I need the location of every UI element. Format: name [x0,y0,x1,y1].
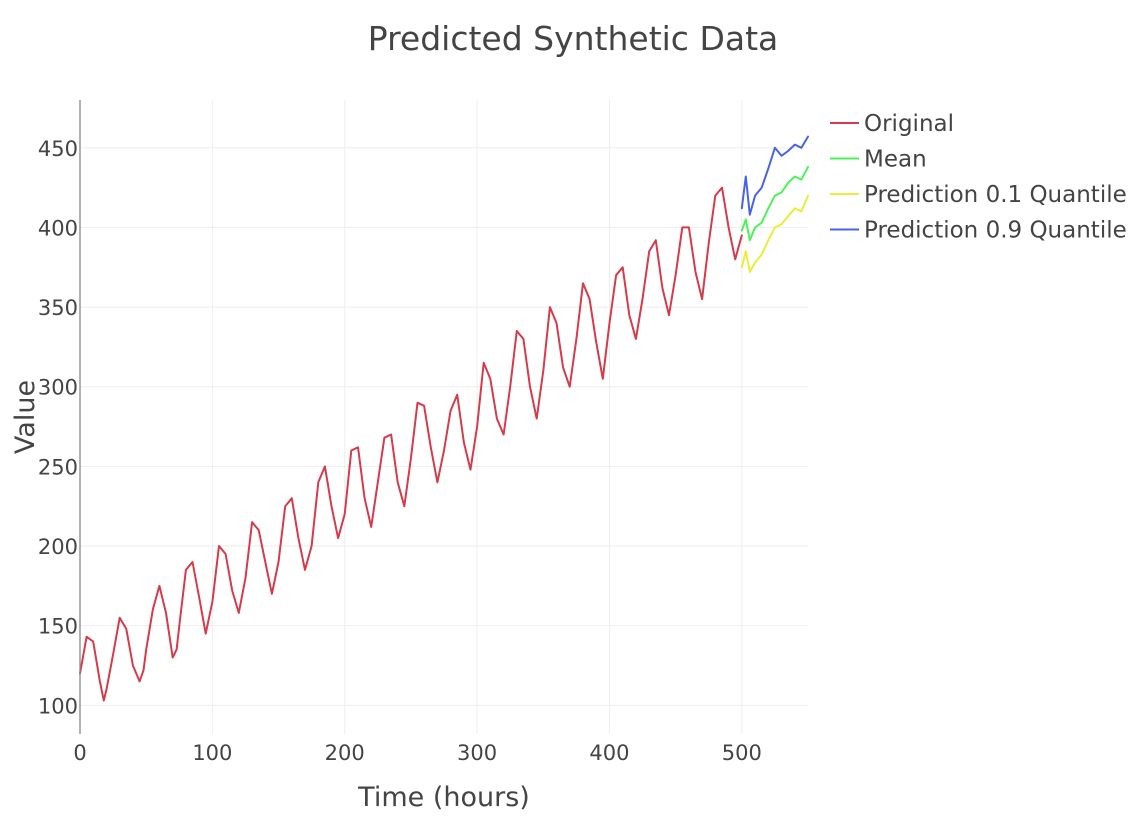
x-tick-label: 100 [192,741,232,765]
legend-label: Mean [864,147,927,173]
grid-lines [80,100,808,734]
x-tick-label: 300 [457,741,497,765]
legend-label: Original [864,111,954,137]
tick-labels: 100 150 200 250 300 350 400 450 0 100 200 300 400 500 [38,137,762,765]
legend-label: Prediction 0.9 Quantile [864,218,1127,244]
y-tick-label: 200 [38,535,78,559]
y-tick-label: 400 [38,216,78,240]
series-line-prediction-0-1-quantile [740,194,809,273]
y-axis-title: Value [10,380,41,454]
series-line-prediction-0-9-quantile [740,135,809,216]
y-tick-label: 350 [38,296,78,320]
x-tick-label: 500 [722,741,762,765]
series-lines [79,135,809,702]
legend: Original Mean Prediction 0.1 Quantile Predi… [830,111,1127,244]
y-tick-label: 150 [38,615,78,639]
y-tick-label: 100 [38,694,78,718]
chart-title: Predicted Synthetic Data [368,19,779,58]
series-line-mean [740,165,809,242]
y-tick-label: 450 [38,137,78,161]
x-tick-label: 200 [325,741,365,765]
legend-item[interactable]: Mean [830,147,927,173]
x-tick-label: 0 [73,741,86,765]
legend-item[interactable]: Prediction 0.1 Quantile [830,182,1127,208]
y-tick-label: 300 [38,376,78,400]
series-line-original [79,186,743,702]
legend-label: Prediction 0.1 Quantile [864,182,1127,208]
x-axis-title: Time (hours) [357,782,530,813]
legend-item[interactable]: Prediction 0.9 Quantile [830,218,1127,244]
legend-item[interactable]: Original [830,111,954,137]
x-tick-label: 400 [589,741,629,765]
y-tick-label: 250 [38,455,78,479]
